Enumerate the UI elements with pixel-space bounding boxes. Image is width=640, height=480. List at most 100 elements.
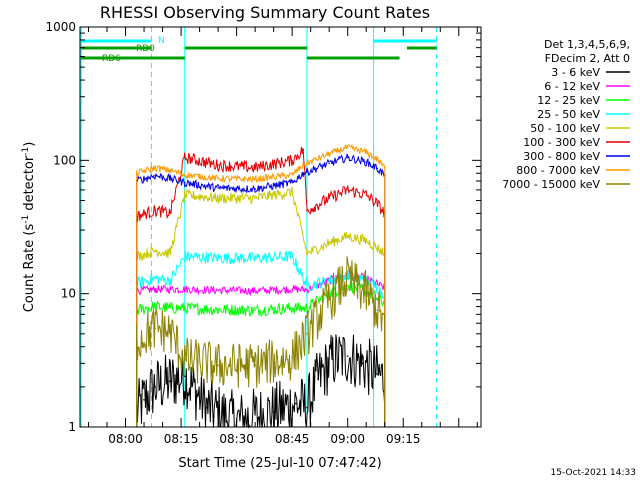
- series-5-point-3: [183, 156, 186, 159]
- series-4-point-1: [154, 249, 156, 252]
- series-5-point-8: [306, 209, 308, 212]
- series-6-point-2: [169, 177, 171, 180]
- series-5-point-11: [365, 194, 368, 196]
- flag-n-segment-1: [373, 39, 437, 43]
- series-0-point-5: [206, 406, 208, 409]
- y-axis-label-main: Count Rate (s: [22, 224, 37, 313]
- series-5-point-10: [346, 189, 349, 191]
- series-7-point-5: [254, 178, 256, 181]
- series-8-point-5: [254, 364, 256, 367]
- series-5-point-2: [169, 212, 171, 215]
- series-0-point-14: [376, 373, 379, 375]
- series-3-point-7: [306, 284, 308, 287]
- series-6-point-4: [217, 187, 219, 189]
- legend-label-0: 3 - 6 keV: [551, 66, 600, 79]
- series-2-point-6: [291, 307, 293, 309]
- legend-label-8: 7000 - 15000 keV: [502, 178, 600, 191]
- series-7-point-3: [183, 173, 186, 176]
- series-8-point-0: [135, 339, 138, 341]
- series-0-point-1: [143, 398, 145, 401]
- series-4: [135, 186, 386, 427]
- series-line-7: [136, 143, 386, 427]
- series-3-point-1: [154, 277, 156, 280]
- series-7-point-7: [302, 164, 305, 166]
- flag-rd0: [81, 46, 437, 50]
- legend: Det 1,3,4,5,6,9,FDecim 2, Att 03 - 6 keV…: [502, 38, 630, 191]
- series-1-point-11: [376, 283, 379, 285]
- flag-rd6: [81, 56, 400, 60]
- series-line-3: [136, 250, 386, 427]
- series-2-point-2: [169, 307, 171, 309]
- footer-timestamp: 15-Oct-2021 14:33: [551, 468, 636, 478]
- legend-label-1: 6 - 12 keV: [544, 80, 600, 93]
- series-7-point-0: [135, 172, 138, 175]
- series-6-point-6: [291, 181, 293, 184]
- flag-rd6-segment-0: [81, 56, 185, 60]
- series-1-point-7: [306, 288, 308, 291]
- series-8-point-10: [365, 292, 368, 295]
- series-4-point-2: [169, 252, 171, 255]
- series-0-point-8: [295, 402, 297, 405]
- legend-label-4: 50 - 100 keV: [530, 122, 600, 135]
- x-tick-label-0830: 08:30: [219, 432, 254, 446]
- series-1-point-1: [154, 288, 156, 291]
- series-6-point-1: [154, 174, 156, 177]
- legend-label-2: 12 - 25 keV: [537, 94, 600, 107]
- series-3-point-6: [291, 255, 293, 258]
- x-tick-label-0845: 08:45: [275, 432, 310, 446]
- series-2-point-1: [154, 305, 156, 308]
- legend-label-7: 800 - 7000 keV: [516, 164, 600, 177]
- series-line-1: [136, 269, 386, 427]
- series-7: [135, 143, 386, 427]
- series-7-point-4: [217, 177, 219, 180]
- series-1-point-6: [291, 288, 293, 291]
- series-0-point-12: [346, 355, 349, 357]
- legend-label-5: 100 - 300 keV: [523, 136, 600, 149]
- flag-label-rd0: RD0: [136, 44, 155, 54]
- series-5-point-4: [217, 164, 219, 166]
- series-3-point-3: [183, 255, 186, 258]
- series-4-point-5: [254, 197, 256, 199]
- flag-rd0-segment-2: [406, 46, 437, 50]
- legend-label-3: 25 - 50 keV: [537, 108, 600, 121]
- series-7-point-10: [346, 146, 349, 149]
- series-8-point-7: [306, 333, 308, 335]
- series-6-point-12: [376, 167, 379, 170]
- flag-label-n: N: [158, 36, 165, 46]
- series-0-point-13: [361, 362, 364, 365]
- series-5-point-12: [376, 203, 379, 205]
- series-8-point-11: [376, 309, 379, 312]
- flag-rd6-segment-1: [306, 56, 400, 60]
- series-7-point-11: [365, 151, 368, 154]
- series-6-point-11: [365, 161, 368, 163]
- x-tick-label-0900: 09:00: [330, 432, 365, 446]
- series-4-point-10: [365, 239, 368, 242]
- series-line-4: [136, 186, 386, 427]
- series-6-point-9: [328, 162, 330, 165]
- series-0-point-2: [154, 386, 156, 388]
- series-line-8: [136, 256, 386, 427]
- series-0-point-3: [169, 380, 171, 383]
- series-8-point-4: [217, 364, 219, 367]
- y-axis-label-mid: detector: [22, 155, 37, 215]
- series-8-point-9: [346, 277, 349, 280]
- series-4-point-6: [291, 191, 293, 193]
- x-tick-label-0800: 08:00: [108, 432, 143, 446]
- series-2-point-5: [254, 309, 256, 312]
- series-0-point-10: [317, 377, 319, 380]
- series-1-point-3: [183, 288, 186, 291]
- series-6-point-8: [306, 171, 308, 173]
- series-4-point-7: [306, 252, 308, 255]
- series-7-point-6: [291, 173, 293, 176]
- series-7-point-12: [376, 158, 379, 160]
- series-8-point-8: [328, 298, 330, 301]
- flag-rd0-segment-0: [81, 46, 152, 50]
- series-4-point-9: [346, 235, 349, 237]
- legend-header-0: Det 1,3,4,5,6,9,: [544, 38, 630, 51]
- y-axis-label: Count Rate (s-1 detector-1): [21, 142, 37, 313]
- series-5-point-5: [254, 166, 256, 169]
- series-3-point-11: [376, 287, 379, 289]
- flag-rd0-segment-1: [184, 46, 307, 50]
